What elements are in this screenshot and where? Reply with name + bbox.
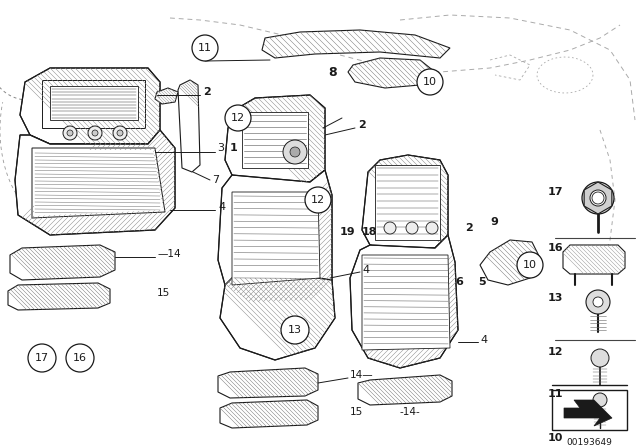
Text: 11: 11 [198,43,212,53]
Polygon shape [480,240,540,285]
Circle shape [517,252,543,278]
Polygon shape [8,283,110,310]
Text: 5: 5 [478,277,486,287]
Polygon shape [34,150,163,216]
Polygon shape [220,278,335,360]
Text: 15: 15 [350,407,364,417]
Text: 10: 10 [548,433,563,443]
Polygon shape [178,80,200,172]
Polygon shape [358,375,452,405]
Text: 14—: 14— [350,370,374,380]
Polygon shape [362,255,450,350]
Circle shape [92,130,98,136]
Text: 3: 3 [217,143,224,153]
Text: 2: 2 [358,120,365,130]
Text: 11: 11 [548,389,563,399]
Circle shape [290,147,300,157]
Circle shape [66,344,94,372]
Text: 13: 13 [288,325,302,335]
Text: 4: 4 [362,265,369,275]
Polygon shape [218,170,332,302]
Circle shape [283,140,307,164]
Circle shape [426,222,438,234]
Text: 16: 16 [73,353,87,363]
Polygon shape [362,155,448,252]
Text: 9: 9 [490,217,498,227]
Text: 19: 19 [340,227,356,237]
Text: 00193649: 00193649 [566,438,612,447]
Polygon shape [218,368,318,398]
Polygon shape [563,245,625,274]
Text: 18: 18 [362,227,378,237]
Text: —14: —14 [157,249,180,259]
Text: 17: 17 [548,187,563,197]
Text: 4: 4 [480,335,487,345]
Polygon shape [232,192,320,285]
Circle shape [67,130,73,136]
Circle shape [117,130,123,136]
Polygon shape [348,58,435,88]
Circle shape [305,187,331,213]
Circle shape [406,222,418,234]
Text: 8: 8 [328,65,337,78]
Text: 1: 1 [230,143,237,153]
Text: 16: 16 [548,243,564,253]
Text: 6: 6 [455,277,463,287]
Circle shape [590,190,606,206]
Circle shape [28,344,56,372]
Polygon shape [220,400,318,428]
Circle shape [417,69,443,95]
Polygon shape [20,68,160,144]
Polygon shape [375,165,440,240]
Text: 12: 12 [231,113,245,123]
Polygon shape [564,400,612,426]
Polygon shape [584,182,612,214]
Circle shape [593,393,607,407]
Polygon shape [242,112,308,168]
Text: 15: 15 [157,288,170,298]
Polygon shape [10,245,115,280]
Circle shape [384,222,396,234]
Text: 17: 17 [35,353,49,363]
Circle shape [586,290,610,314]
Circle shape [592,192,604,204]
Circle shape [88,126,102,140]
Circle shape [225,105,251,131]
Text: -14-: -14- [400,407,420,417]
Text: 13: 13 [548,293,563,303]
Circle shape [281,316,309,344]
Circle shape [192,35,218,61]
Text: 2: 2 [203,87,211,97]
Circle shape [113,126,127,140]
Text: 12: 12 [311,195,325,205]
Polygon shape [155,88,178,104]
Polygon shape [350,235,458,368]
Bar [552,390,627,430]
Polygon shape [15,130,175,235]
Circle shape [593,297,603,307]
Polygon shape [225,95,325,185]
Text: 12: 12 [548,347,563,357]
Text: 2: 2 [465,223,473,233]
Polygon shape [262,30,450,58]
Polygon shape [32,148,165,218]
Circle shape [63,126,77,140]
Text: 4: 4 [218,202,225,212]
Polygon shape [50,86,138,120]
Text: 10: 10 [423,77,437,87]
Circle shape [582,182,614,214]
Text: 7: 7 [212,175,219,185]
Text: 10: 10 [523,260,537,270]
Circle shape [591,349,609,367]
